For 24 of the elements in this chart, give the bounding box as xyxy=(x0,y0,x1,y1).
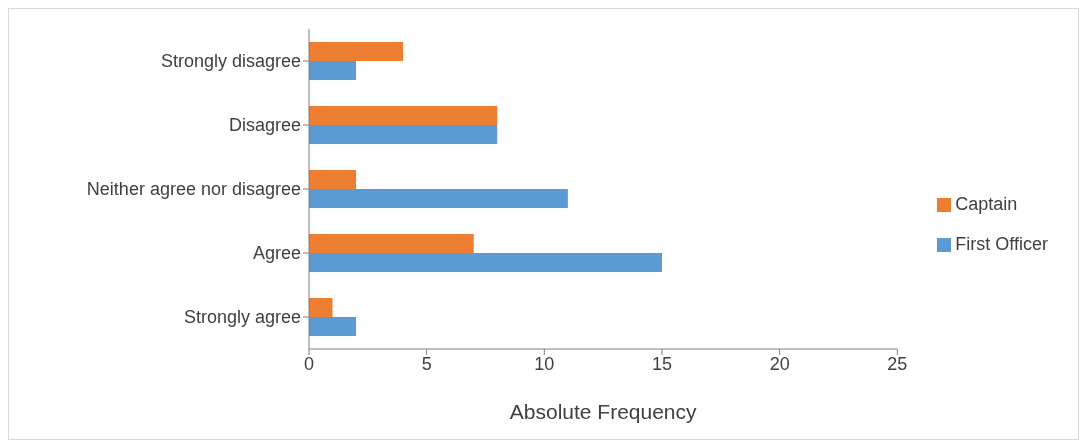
y-tick-label: Strongly agree xyxy=(183,307,301,328)
legend-label: First Officer xyxy=(955,234,1048,254)
y-tick-label: Strongly disagree xyxy=(160,51,301,72)
bar xyxy=(309,125,498,144)
x-tick-label: 10 xyxy=(534,353,555,374)
bar xyxy=(309,234,474,253)
y-tick-label: Agree xyxy=(252,243,301,264)
bar xyxy=(309,42,404,61)
x-tick-label: 20 xyxy=(769,353,790,374)
legend-label: Captain xyxy=(955,194,1018,214)
bar xyxy=(309,298,333,317)
x-tick-label: 0 xyxy=(303,353,315,374)
x-axis-title: Absolute Frequency xyxy=(509,400,698,423)
x-tick-label: 15 xyxy=(651,353,673,374)
bar xyxy=(309,317,357,336)
y-tick-label: Disagree xyxy=(228,115,301,136)
bar xyxy=(309,61,357,80)
bar xyxy=(309,189,568,208)
x-tick-label: 25 xyxy=(887,353,908,374)
bar xyxy=(309,253,662,272)
y-tick-label: Neither agree nor disagree xyxy=(86,179,301,200)
bar xyxy=(309,106,498,125)
bar xyxy=(309,170,357,189)
x-tick-label: 5 xyxy=(421,353,432,374)
